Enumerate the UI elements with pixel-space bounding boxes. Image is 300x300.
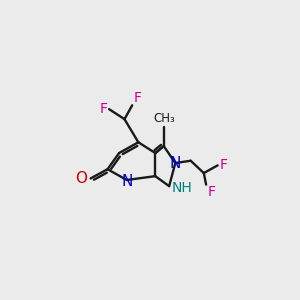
Text: CH₃: CH₃ [153, 112, 175, 124]
Text: N: N [169, 155, 181, 170]
Text: NH: NH [172, 181, 192, 195]
Text: F: F [134, 91, 142, 105]
Text: F: F [100, 102, 108, 116]
Text: O: O [76, 171, 88, 186]
Text: F: F [219, 158, 227, 172]
Text: N: N [121, 174, 133, 189]
Text: F: F [208, 184, 216, 199]
